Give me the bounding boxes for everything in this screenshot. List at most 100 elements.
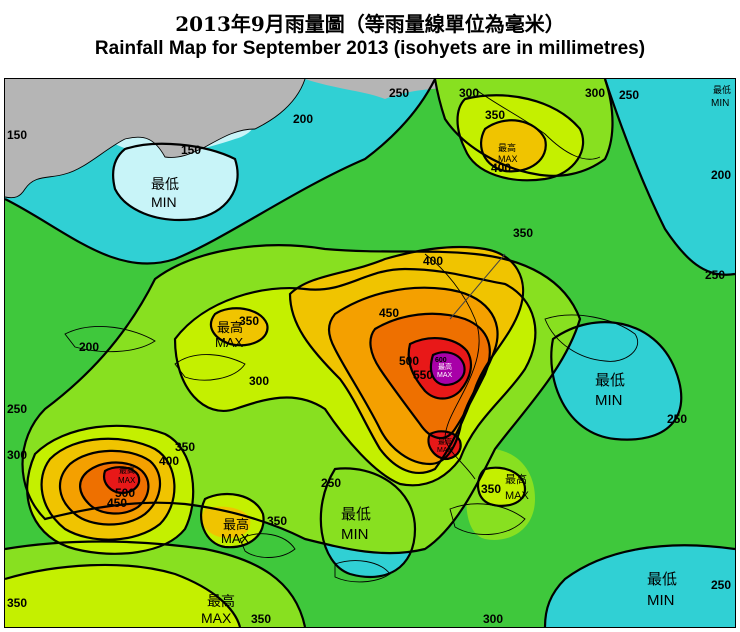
label-150-inner: 150 [181,143,201,157]
zone-400-ne [481,120,546,172]
coastline-island-1 [64,326,156,353]
min-label-se-cn: 最低 [647,571,677,588]
max-label-small-west-cn: 最高 [223,517,249,532]
zone-600 [430,352,465,385]
label-400-west: 400 [159,454,179,468]
min-label-se-en: MIN [647,592,675,609]
min-label-south-cn: 最低 [341,506,371,523]
max-label-small-south-en: MAX [437,447,453,454]
zone-200-east [551,322,682,440]
isohyet-200-east [550,321,683,441]
coastline-island-3 [449,503,526,536]
label-600: 600 [435,357,447,364]
zone-400-small [210,308,268,346]
coastline-central [424,253,480,480]
isohyet-200-south [319,467,417,579]
min-label-south-en: MIN [341,526,369,543]
max-label-west-cn: 最高 [119,465,135,475]
zone-550-west [104,467,140,493]
max-label-west-en: MAX [118,476,136,485]
isohyet-350-east [477,466,527,507]
max-label-ne-en: MAX [498,154,518,164]
zone-200-southeast [545,545,735,627]
isohyet-550-west [103,466,141,495]
min-label-nw-en: MIN [151,194,177,210]
isohyet-350-ne [456,94,585,182]
isohyet-200-ne [603,78,736,276]
zone-350-small-east [478,467,525,506]
label-250-top: 250 [389,86,409,100]
label-350-west-max: 350 [239,314,259,328]
max-label-small-south-cn: 最高 [438,437,452,446]
isohyet-500-centre [369,312,491,440]
min-label-east-cn: 最低 [595,372,625,389]
min-label-nw-cn: 最低 [151,176,179,192]
label-300-ne: 300 [585,86,605,100]
isohyet-500-west [79,461,150,515]
label-250-se: 250 [667,412,687,426]
land-northwest [5,79,305,198]
coastline-island-2 [239,533,296,558]
label-400-ne: 400 [491,161,511,175]
isohyet-400-west [40,437,176,541]
label-200-north: 200 [293,112,313,126]
label-250-far-se: 250 [711,578,731,592]
label-200-ne: 200 [711,168,731,182]
max-label-east-small-cn: 最高 [505,472,527,486]
label-300-centre: 300 [249,374,269,388]
label-300-top: 300 [459,86,479,100]
max-label-ne-cn: 最高 [498,142,516,153]
label-250-ne: 250 [619,88,639,102]
map-title-english: Rainfall Map for September 2013 (isohyet… [94,38,646,59]
max-label-south-cn: 最高 [207,593,235,609]
label-150-nw: 150 [7,128,27,142]
isohyet-550-south [427,430,462,461]
isohyet-200-se [543,544,736,628]
isohyet-200-nw [4,78,436,265]
label-300-south: 300 [483,612,503,626]
isohyet-600 [429,351,466,387]
isohyet-550-centre [407,337,473,400]
max-label-east-small-en: MAX [505,490,530,502]
label-500-west: 500 [115,486,135,500]
label-450-centre: 450 [379,306,399,320]
max-label-west-centre-en: MAX [215,335,244,350]
isohyet-350-south [4,563,242,628]
label-350-centre: 350 [513,226,533,240]
rainfall-map: 150 150 200 200 200 250 250 250 250 250 … [4,78,736,628]
label-350-west: 350 [175,440,195,454]
label-350-small: 350 [267,514,287,528]
max-label-small-west-en: MAX [221,531,250,546]
isohyet-400-ne [479,119,547,173]
label-250-south: 250 [321,476,341,490]
max-label-west-centre-cn: 最高 [217,320,243,335]
min-label-ne-cn: 最低 [713,84,731,95]
coastline-east [544,314,638,362]
label-250-east: 250 [705,268,725,282]
label-300-west: 300 [7,448,27,462]
label-500-centre: 500 [399,354,419,368]
map-title-chinese: 2013年9月雨量圖（等雨量線單位為毫米） [175,12,565,36]
zone-350-south [5,564,240,627]
isohyet-300-ne [433,78,614,177]
coastline-ne-peninsula [474,88,601,160]
isohyet-350-west [26,424,195,555]
coastline-south-isl [334,560,391,583]
isohyet-450-centre [327,286,499,466]
label-250-west: 250 [7,402,27,416]
isohyet-350-small [200,492,265,549]
label-450-west: 450 [107,496,127,510]
min-label-ne-en: MIN [711,98,729,109]
isohyet-150 [111,142,239,222]
label-350-sw: 350 [7,596,27,610]
label-350-south: 350 [251,612,271,626]
zone-150-min [113,143,238,220]
boundary-line [449,253,506,320]
coastline-main [4,78,306,199]
label-350-east: 350 [481,482,501,496]
max-label-centre-cn: 最高 [438,362,452,371]
max-label-south-en: MAX [201,610,232,626]
label-350-ne: 350 [485,108,505,122]
label-550-centre: 550 [413,368,433,382]
max-label-centre-en: MAX [437,372,453,379]
